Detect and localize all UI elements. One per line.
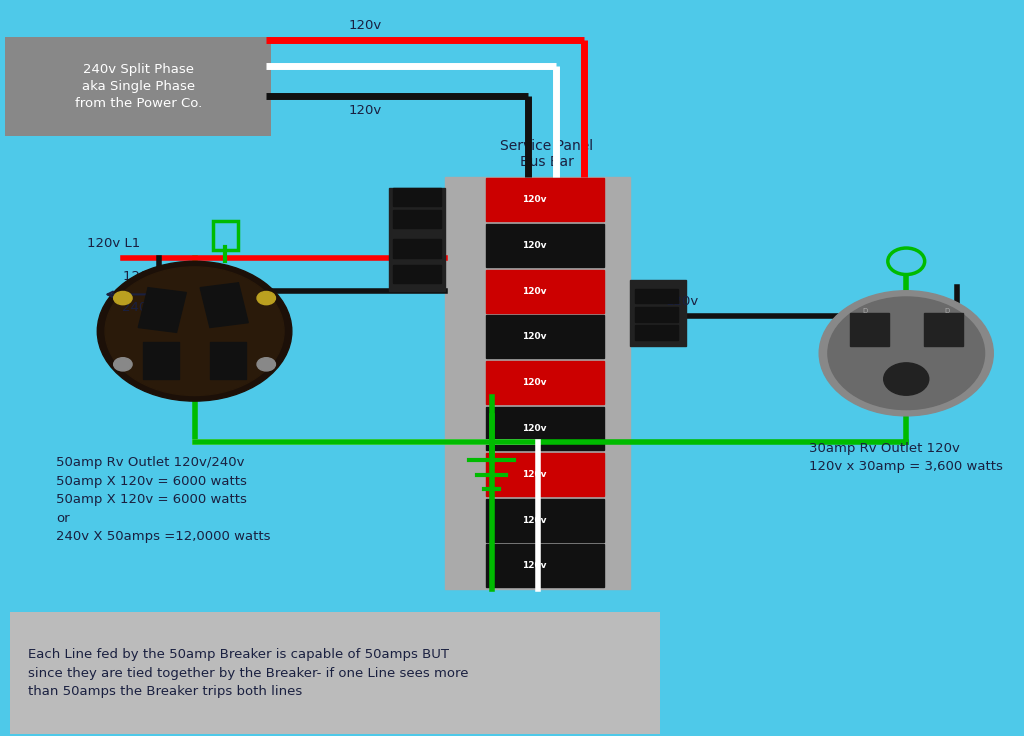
Text: 240v: 240v xyxy=(122,300,155,314)
Text: D: D xyxy=(862,308,868,314)
Text: 240v Split Phase
aka Single Phase
from the Power Co.: 240v Split Phase aka Single Phase from t… xyxy=(75,63,202,110)
Text: 120v: 120v xyxy=(348,104,381,117)
Text: 120v: 120v xyxy=(521,378,546,387)
Circle shape xyxy=(257,291,275,305)
Text: 50amp Rv Outlet 120v/240v
50amp X 120v = 6000 watts
50amp X 120v = 6000 watts
or: 50amp Rv Outlet 120v/240v 50amp X 120v =… xyxy=(56,456,270,543)
Bar xyxy=(393,265,441,283)
Text: 120v: 120v xyxy=(521,424,546,433)
Bar xyxy=(393,188,441,206)
Bar xyxy=(143,342,179,379)
Text: 120v: 120v xyxy=(521,562,546,570)
Bar xyxy=(393,239,441,258)
Bar xyxy=(486,545,604,587)
Bar xyxy=(635,325,678,340)
Circle shape xyxy=(114,358,132,371)
Bar xyxy=(486,316,604,358)
Bar xyxy=(486,224,604,266)
Bar xyxy=(486,269,604,313)
Text: 120v: 120v xyxy=(348,19,381,32)
Bar xyxy=(486,499,604,542)
Text: 120v L1: 120v L1 xyxy=(87,236,140,250)
Text: 120v L2: 120v L2 xyxy=(123,269,176,283)
Circle shape xyxy=(819,291,993,416)
Text: 120v: 120v xyxy=(521,195,546,204)
Bar xyxy=(445,177,630,589)
Bar xyxy=(393,210,441,228)
Text: 120v: 120v xyxy=(521,286,546,296)
Text: Each Line fed by the 50amp Breaker is capable of 50amps BUT
since they are tied : Each Line fed by the 50amp Breaker is ca… xyxy=(28,648,468,698)
Bar xyxy=(213,221,238,250)
Text: Service Panel
Bus Bar: Service Panel Bus Bar xyxy=(501,139,593,169)
Bar xyxy=(486,361,604,404)
Bar xyxy=(138,288,186,333)
Text: 120v: 120v xyxy=(521,470,546,479)
Bar xyxy=(486,453,604,496)
Bar xyxy=(630,280,686,346)
Bar xyxy=(924,313,963,346)
Bar xyxy=(635,289,678,303)
Bar xyxy=(389,188,445,291)
Text: 120v: 120v xyxy=(521,516,546,525)
Text: 30amp Rv Outlet 120v
120v x 30amp = 3,600 watts: 30amp Rv Outlet 120v 120v x 30amp = 3,60… xyxy=(809,442,1002,473)
Circle shape xyxy=(97,261,292,401)
Text: 120v: 120v xyxy=(521,241,546,250)
Bar xyxy=(850,313,889,346)
Circle shape xyxy=(114,291,132,305)
Bar xyxy=(635,307,678,322)
FancyBboxPatch shape xyxy=(10,612,660,734)
Text: 120v: 120v xyxy=(521,333,546,342)
Text: 120v: 120v xyxy=(666,295,698,308)
Bar xyxy=(210,342,246,379)
Circle shape xyxy=(257,358,275,371)
Bar xyxy=(200,283,248,328)
FancyBboxPatch shape xyxy=(5,37,271,136)
Bar xyxy=(486,407,604,450)
Circle shape xyxy=(827,297,985,409)
Bar xyxy=(486,178,604,221)
Circle shape xyxy=(105,267,284,395)
Circle shape xyxy=(884,363,929,395)
Text: D: D xyxy=(944,308,950,314)
